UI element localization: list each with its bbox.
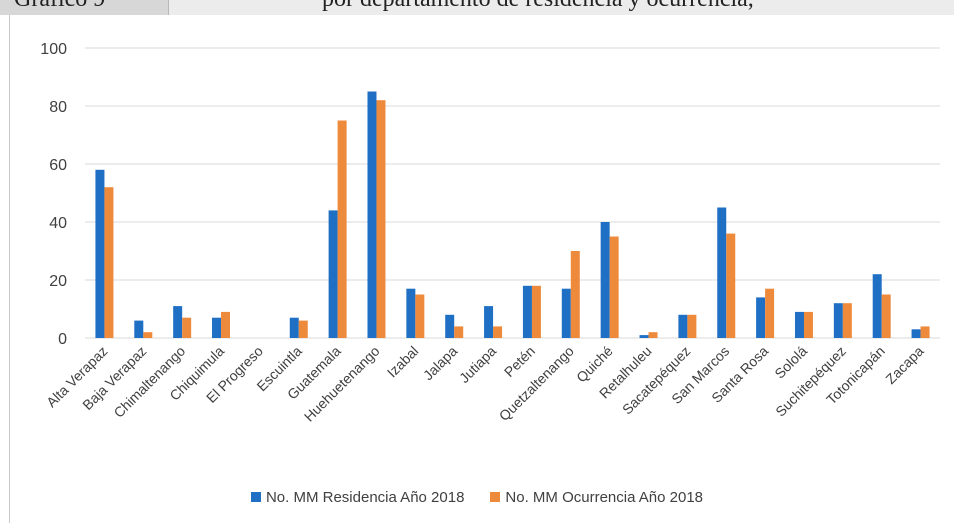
bar-ocurrencia <box>454 326 464 338</box>
bar-ocurrencia <box>803 311 813 338</box>
chart-number-tab: Gráfico 9 <box>0 0 169 15</box>
bar-ocurrencia <box>531 285 541 338</box>
bar-ocurrencia <box>881 294 891 338</box>
bar-residencia <box>561 288 571 338</box>
bar-residencia <box>445 314 455 338</box>
bar-ocurrencia <box>726 233 736 338</box>
bar-ocurrencia <box>493 326 503 338</box>
legend-label-residencia: No. MM Residencia Año 2018 <box>265 488 465 506</box>
chart-legend: No. MM Residencia Año 2018 No. MM Ocurre… <box>0 486 954 508</box>
legend-swatch-residencia <box>250 492 261 502</box>
bar-residencia <box>756 297 766 338</box>
bar-ocurrencia <box>298 320 308 338</box>
bar-ocurrencia <box>182 317 192 338</box>
legend-swatch-ocurrencia <box>490 492 501 502</box>
bar-residencia <box>289 317 299 338</box>
bar-residencia <box>794 311 804 338</box>
bar-residencia <box>600 222 610 338</box>
bar-ocurrencia <box>104 187 114 338</box>
x-tick-label: Jutiapa <box>456 343 499 386</box>
bar-ocurrencia <box>337 120 347 338</box>
y-tick-label: 60 <box>49 157 67 174</box>
bar-residencia <box>406 288 416 338</box>
x-tick-label: Jalapa <box>420 343 461 384</box>
y-tick-label: 80 <box>49 99 67 116</box>
bar-residencia <box>639 335 649 338</box>
x-tick-label: Izabal <box>384 343 422 381</box>
x-tick-label: Zacapa <box>882 343 926 387</box>
bar-residencia <box>678 314 688 338</box>
bar-residencia <box>717 207 727 338</box>
bar-residencia <box>212 317 222 338</box>
bar-residencia <box>367 91 377 338</box>
bar-residencia <box>173 306 183 338</box>
legend-label-ocurrencia: No. MM Ocurrencia Año 2018 <box>505 488 704 506</box>
x-tick-label: Petén <box>501 343 538 380</box>
bar-ocurrencia <box>842 303 852 338</box>
bar-residencia <box>872 274 882 338</box>
bar-ocurrencia <box>143 332 153 338</box>
y-tick-label: 40 <box>49 215 67 232</box>
legend-item-ocurrencia: No. MM Ocurrencia Año 2018 <box>490 489 703 506</box>
bar-ocurrencia <box>765 288 775 338</box>
legend-item-residencia: No. MM Residencia Año 2018 <box>250 488 465 506</box>
bar-residencia <box>134 320 144 338</box>
bar-ocurrencia <box>648 332 658 338</box>
bar-ocurrencia <box>415 294 425 338</box>
bar-ocurrencia <box>687 314 697 338</box>
bar-residencia <box>522 285 532 338</box>
bar-residencia <box>95 169 105 338</box>
x-tick-label: Sacatepéquez <box>619 343 694 418</box>
bar-residencia <box>328 210 338 338</box>
bar-ocurrencia <box>609 236 619 338</box>
y-tick-label: 20 <box>49 273 67 290</box>
bar-ocurrencia <box>221 311 231 338</box>
chart-header-bar: Gráfico 9 por departamento de residencia… <box>0 0 954 15</box>
chart-title-fragment: por departamento de residencia y ocurren… <box>322 0 754 13</box>
y-tick-label: 0 <box>58 331 67 348</box>
y-tick-label: 100 <box>40 41 67 58</box>
bar-residencia <box>484 306 494 338</box>
bar-ocurrencia <box>920 326 930 338</box>
bar-ocurrencia <box>570 251 580 338</box>
bar-ocurrencia <box>376 100 386 338</box>
frame-left-border <box>9 15 10 523</box>
chart-number-label: Gráfico 9 <box>14 0 105 13</box>
bar-residencia <box>833 303 843 338</box>
bar-residencia <box>911 329 921 338</box>
